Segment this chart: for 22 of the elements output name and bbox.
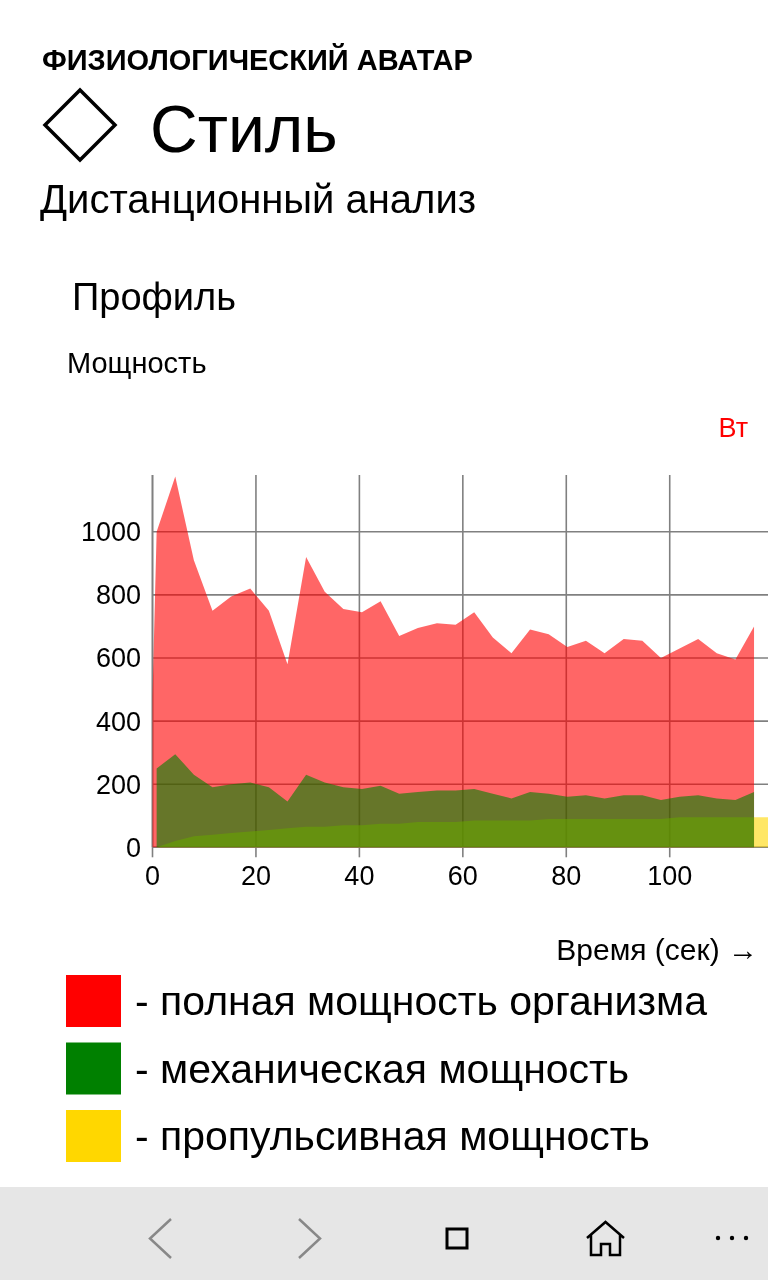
text: Дистанционный анализ [40,177,477,221]
legend-label: - пропульсивная мощность [135,1113,650,1159]
legend-label: - механическая мощность [135,1045,630,1092]
y-tick-label: 400 [95,706,141,737]
x-tick-label: 60 [447,861,478,891]
x-tick-label: 40 [344,861,375,891]
text: ФИЗИОЛОГИЧЕСКИЙ АВАТАР [42,43,473,76]
y-tick-label: 800 [95,580,141,611]
chart-title: Профиль [72,276,237,318]
text: Стиль [150,92,338,166]
x-tick-label: 20 [240,861,271,891]
legend-label: - полная мощность организма [135,978,708,1024]
chart-subtitle: Мощность [67,347,207,379]
x-axis-title: Время (сек) → [556,933,758,966]
x-tick-label: 0 [144,861,161,891]
y-tick-label: 0 [125,832,141,863]
y-tick-label: 1000 [80,517,141,548]
x-tick-label: 80 [551,861,582,891]
y-tick-label: 600 [95,643,141,674]
x-tick-label: 100 [647,861,693,891]
y-axis-title: Вт [718,413,748,443]
y-tick-label: 200 [95,769,141,800]
